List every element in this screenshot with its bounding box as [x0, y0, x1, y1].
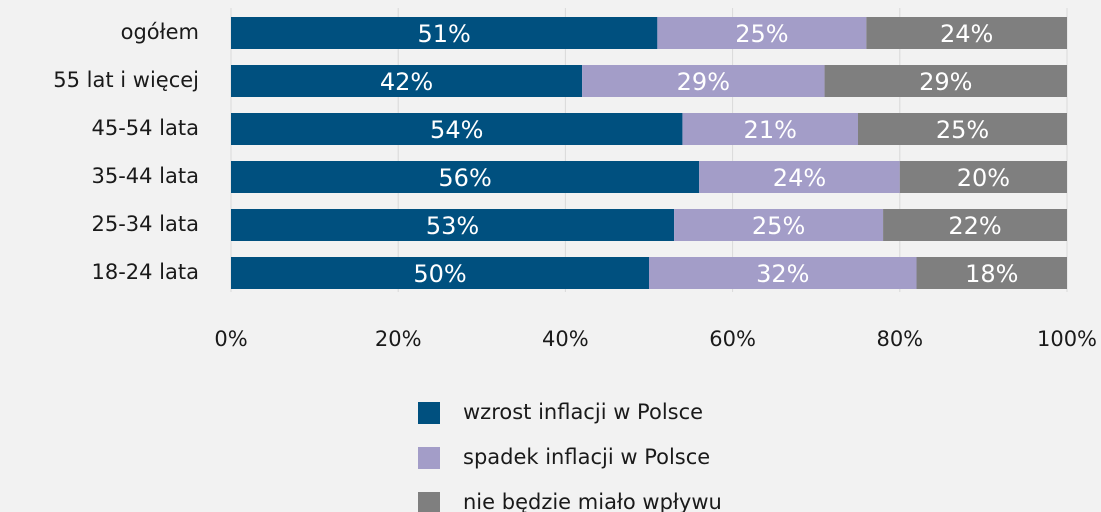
legend-label: nie będzie miało wpływu [463, 490, 722, 512]
value-label: 53% [426, 212, 479, 240]
x-tick-label: 80% [876, 327, 923, 351]
bar-segment [699, 161, 900, 193]
bar-segment [231, 113, 683, 145]
bar-segment [866, 17, 1067, 49]
bar-segment [824, 65, 1067, 97]
value-label: 54% [430, 116, 483, 144]
value-label: 29% [677, 68, 730, 96]
y-tick-label: 25-34 lata [91, 212, 199, 236]
bar-segment [231, 161, 700, 193]
legend-label: spadek inflacji w Polsce [463, 445, 710, 469]
legend-swatch [418, 402, 440, 424]
bar-segment [231, 17, 658, 49]
y-tick-label: 18-24 lata [91, 260, 199, 284]
bar-segment [231, 209, 675, 241]
bar-segment [899, 161, 1067, 193]
y-tick-label: ogółem [121, 20, 199, 44]
value-label: 22% [948, 212, 1001, 240]
y-tick-label: 35-44 lata [91, 164, 199, 188]
bar-segment [231, 65, 583, 97]
value-label: 21% [744, 116, 797, 144]
x-tick-label: 60% [709, 327, 756, 351]
bar-segment [682, 113, 858, 145]
value-label: 51% [418, 20, 471, 48]
x-tick-label: 100% [1037, 327, 1097, 351]
bar-segment [582, 65, 825, 97]
value-label: 32% [756, 260, 809, 288]
bar-segment [858, 113, 1067, 145]
value-label: 24% [940, 20, 993, 48]
legend-label: wzrost inflacji w Polsce [463, 400, 703, 424]
value-label: 56% [438, 164, 491, 192]
x-tick-label: 40% [542, 327, 589, 351]
bar-segment [231, 257, 649, 289]
bar-segment [883, 209, 1067, 241]
bar-segment [649, 257, 917, 289]
y-tick-label: 55 lat i więcej [53, 68, 199, 92]
legend-swatch [418, 447, 440, 469]
legend-swatch [418, 492, 440, 512]
bar-segment [916, 257, 1067, 289]
bar-segment [657, 17, 867, 49]
value-label: 20% [957, 164, 1010, 192]
value-label: 50% [413, 260, 466, 288]
value-label: 24% [773, 164, 826, 192]
bar-segment [674, 209, 884, 241]
x-tick-label: 0% [214, 327, 247, 351]
x-tick-label: 20% [375, 327, 422, 351]
value-label: 18% [965, 260, 1018, 288]
value-label: 25% [752, 212, 805, 240]
y-tick-label: 45-54 lata [91, 116, 199, 140]
value-label: 25% [936, 116, 989, 144]
value-label: 42% [380, 68, 433, 96]
value-label: 25% [735, 20, 788, 48]
value-label: 29% [919, 68, 972, 96]
